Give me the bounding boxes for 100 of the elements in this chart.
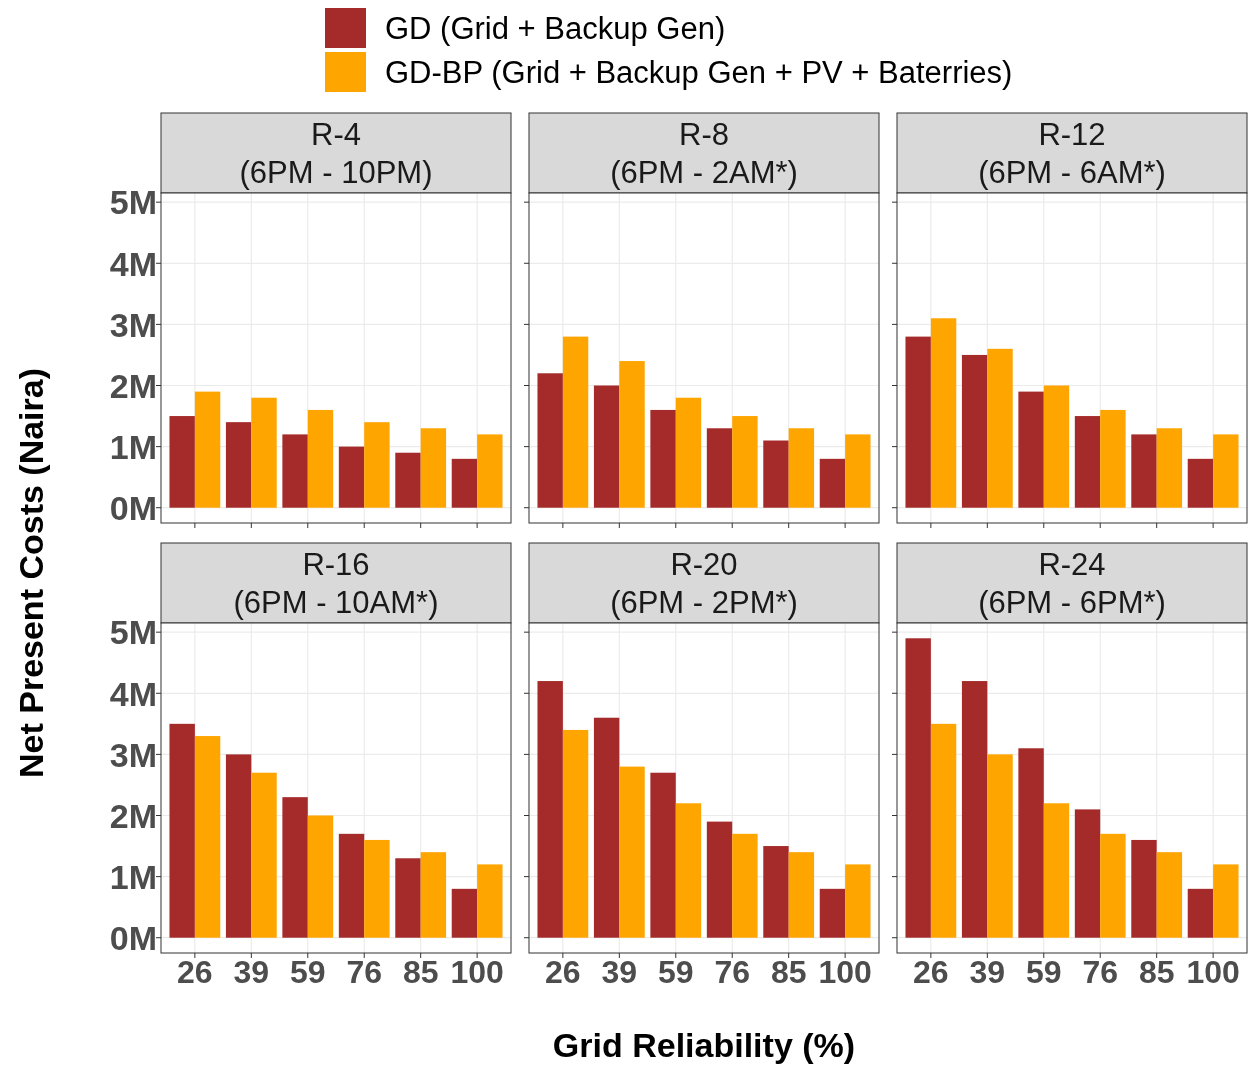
bar xyxy=(763,440,789,508)
bar xyxy=(905,638,931,938)
bar xyxy=(961,681,988,938)
bar xyxy=(420,852,447,938)
bar xyxy=(364,839,390,938)
bar xyxy=(1043,803,1070,938)
y-tick-label: 2M xyxy=(109,366,157,405)
legend-label: GD-BP (Grid + Backup Gen + PV + Baterries) xyxy=(385,55,1013,91)
x-tick-label: 59 xyxy=(657,954,694,990)
bar xyxy=(307,815,334,938)
x-tick-label: 85 xyxy=(402,954,439,990)
bar xyxy=(1213,864,1239,938)
bar xyxy=(706,428,733,508)
x-tick-label: 100 xyxy=(818,954,872,990)
bar xyxy=(477,864,503,938)
bar xyxy=(845,864,871,938)
chart-title: R-24 (6PM - 6PM*) xyxy=(978,547,1166,620)
y-tick-label: 4M xyxy=(109,244,157,283)
chart-title: R-8 (6PM - 2AM*) xyxy=(610,117,798,190)
y-tick-label: 3M xyxy=(109,735,157,774)
chart-title: R-12 (6PM - 6AM*) xyxy=(978,117,1166,190)
bar xyxy=(537,681,563,938)
bar xyxy=(251,772,277,938)
bar xyxy=(307,409,334,508)
bar xyxy=(1187,888,1214,938)
bar xyxy=(1018,748,1044,938)
y-tick-label: 1M xyxy=(109,857,157,896)
bar xyxy=(930,318,957,508)
y-tick-label: 5M xyxy=(109,183,157,222)
bar xyxy=(593,717,620,938)
bar xyxy=(675,803,702,938)
chart-title: R-4 (6PM - 10PM) xyxy=(239,117,433,190)
bar xyxy=(251,397,277,508)
bar xyxy=(225,754,252,938)
bar xyxy=(845,434,871,508)
y-tick-label: 0M xyxy=(109,488,157,527)
bar xyxy=(619,766,645,938)
bar xyxy=(1018,391,1044,508)
bar xyxy=(338,833,365,938)
x-tick-label: 26 xyxy=(177,954,213,990)
x-tick-label: 100 xyxy=(450,954,504,990)
bar xyxy=(1131,434,1157,508)
bar xyxy=(706,821,733,938)
bar xyxy=(987,754,1013,938)
bar xyxy=(619,361,645,508)
y-tick-label: 2M xyxy=(109,796,157,835)
y-tick-label: 4M xyxy=(109,674,157,713)
bar xyxy=(395,452,421,508)
x-tick-label: 100 xyxy=(1186,954,1240,990)
bar xyxy=(1131,839,1157,938)
bar xyxy=(1074,809,1101,938)
y-tick-label: 0M xyxy=(109,918,157,957)
bar xyxy=(451,458,478,508)
bar xyxy=(819,458,846,508)
bar xyxy=(819,888,846,938)
bar xyxy=(593,385,620,508)
bar xyxy=(732,416,758,508)
bar xyxy=(364,422,390,508)
x-tick-label: 39 xyxy=(601,954,638,990)
bar xyxy=(1074,416,1101,508)
x-tick-label: 76 xyxy=(714,954,751,990)
bar xyxy=(732,833,758,938)
bar xyxy=(763,846,789,938)
bar xyxy=(537,373,563,508)
x-tick-label: 85 xyxy=(1138,954,1175,990)
bar xyxy=(1187,458,1214,508)
bar xyxy=(562,729,589,938)
y-axis-title: Net Present Costs (Naira) xyxy=(12,367,50,779)
bar xyxy=(930,723,957,938)
bar xyxy=(169,723,195,938)
bar xyxy=(420,428,447,508)
x-tick-label: 39 xyxy=(969,954,1006,990)
bar xyxy=(282,797,308,938)
bar xyxy=(562,336,589,508)
chart-title: R-20 (6PM - 2PM*) xyxy=(610,547,798,620)
x-axis-title: Grid Reliability (%) xyxy=(552,1026,856,1064)
bar xyxy=(169,416,195,508)
y-tick-label: 1M xyxy=(109,427,157,466)
x-tick-label: 85 xyxy=(770,954,807,990)
x-tick-label: 59 xyxy=(289,954,326,990)
bar xyxy=(905,336,931,508)
bar xyxy=(451,888,478,938)
x-tick-label: 39 xyxy=(233,954,270,990)
bar xyxy=(987,348,1013,508)
chart-title: R-16 (6PM - 10AM*) xyxy=(233,547,439,620)
bar xyxy=(788,428,815,508)
bar xyxy=(1213,434,1239,508)
bar xyxy=(650,772,676,938)
bar xyxy=(1156,428,1183,508)
bar xyxy=(1100,833,1126,938)
bar xyxy=(961,354,988,508)
bar xyxy=(1156,852,1183,938)
y-tick-label: 5M xyxy=(109,613,157,652)
bar xyxy=(675,397,702,508)
y-tick-label: 3M xyxy=(109,305,157,344)
bar xyxy=(194,391,221,508)
x-tick-label: 26 xyxy=(913,954,949,990)
x-tick-label: 76 xyxy=(1082,954,1119,990)
bar xyxy=(338,446,365,508)
bar xyxy=(395,858,421,938)
